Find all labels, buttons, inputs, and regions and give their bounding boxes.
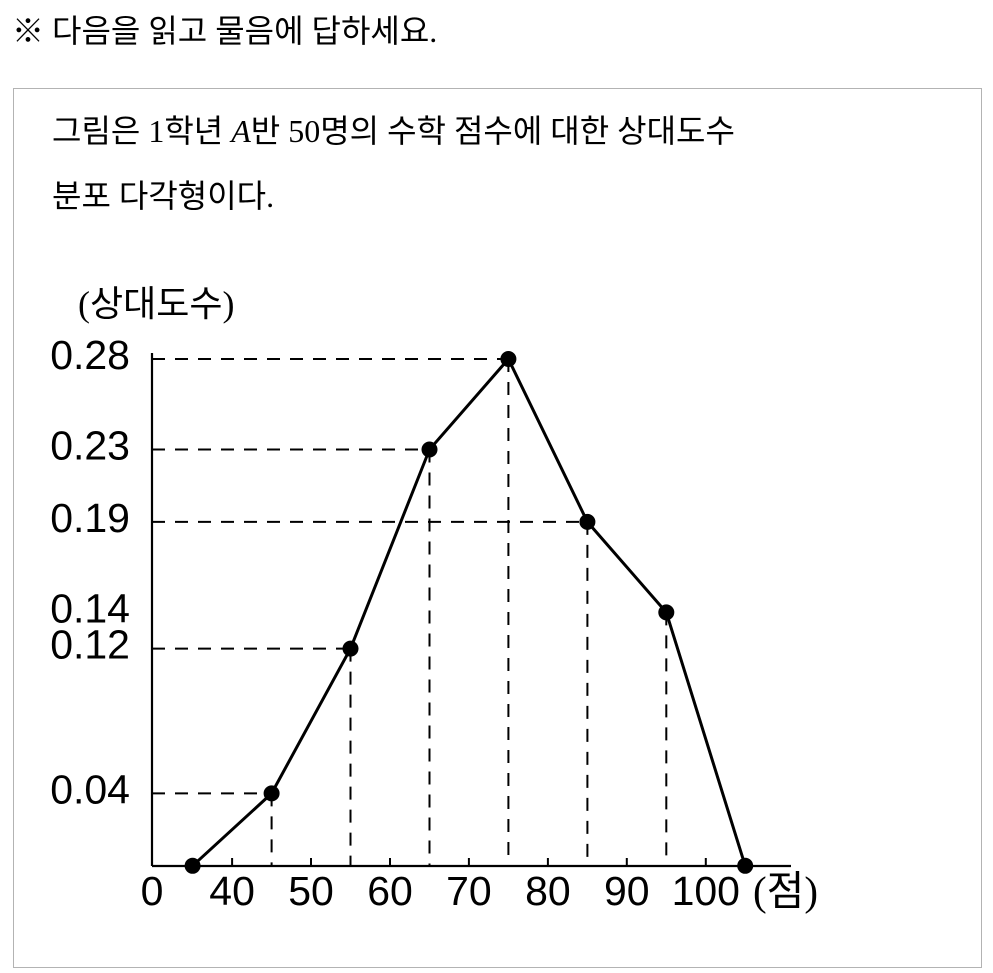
svg-text:80: 80: [525, 868, 571, 914]
svg-text:0: 0: [141, 868, 164, 914]
svg-text:100: 100: [672, 868, 740, 914]
svg-text:0.19: 0.19: [50, 495, 130, 541]
svg-text:0.23: 0.23: [50, 423, 130, 469]
svg-text:40: 40: [209, 868, 255, 914]
svg-text:0.12: 0.12: [50, 622, 130, 668]
svg-text:90: 90: [604, 868, 650, 914]
svg-text:60: 60: [367, 868, 413, 914]
svg-text:(상대도수): (상대도수): [78, 284, 234, 324]
svg-text:0.28: 0.28: [50, 332, 130, 378]
svg-text:(점): (점): [753, 868, 818, 914]
svg-text:0.04: 0.04: [50, 766, 130, 812]
svg-text:70: 70: [446, 868, 492, 914]
svg-text:50: 50: [288, 868, 334, 914]
